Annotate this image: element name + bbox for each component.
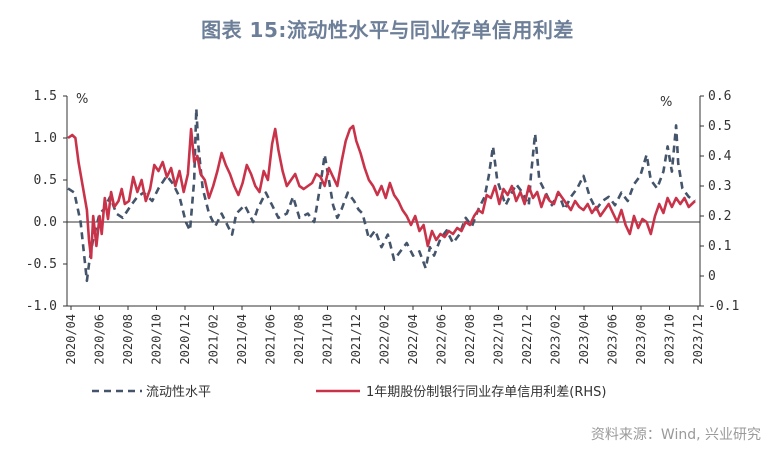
series-line-credit-spread: [67, 124, 696, 260]
x-tick-label: 2022/10: [492, 314, 506, 365]
right-tick-label: 0.3: [708, 179, 731, 194]
left-unit-label: %: [76, 92, 88, 107]
right-unit-label: %: [660, 95, 672, 110]
right-tick-label: 0.6: [708, 89, 731, 104]
axes-group: 1.5 1.0 0.5 0.0 -0.5 -1.0% 0.6 0.5 0.4 0.3 0.2 0.1 0…: [26, 89, 740, 365]
x-tick-label: 2023/12: [691, 314, 705, 365]
x-tick-label: 2023/04: [577, 314, 591, 365]
x-tick-label: 2023/10: [663, 314, 677, 365]
right-tick-label: -0.1: [708, 299, 739, 314]
x-tick-label: 2020/08: [121, 314, 135, 365]
chart-title: 图表 15:流动性水平与同业存单信用利差: [201, 18, 574, 42]
series-group: [67, 107, 696, 283]
x-tick-label: 2022/06: [435, 314, 449, 365]
right-tick-label: 0.1: [708, 239, 731, 254]
right-tick-label: 0.2: [708, 209, 731, 224]
x-tick-label: 2021/02: [207, 314, 221, 365]
left-tick-label: 1.0: [34, 131, 57, 146]
right-tick-label: 0.4: [708, 149, 732, 164]
right-tick-label: 0: [708, 269, 716, 284]
x-tick-label: 2022/02: [378, 314, 392, 365]
left-tick-label: -0.5: [26, 257, 57, 272]
x-tick-label: 2022/08: [463, 314, 477, 365]
x-tick-label: 2023/02: [549, 314, 563, 365]
x-tick-label: 2021/10: [321, 314, 335, 365]
x-tick-label: 2021/04: [235, 314, 249, 365]
left-tick-label: 0.0: [34, 215, 57, 230]
legend-label-credit-spread: 1年期股份制银行同业存单信用利差(RHS): [366, 385, 606, 400]
x-tick-label: 2022/04: [406, 314, 420, 365]
left-tick-label: 0.5: [34, 173, 57, 188]
x-tick-label: 2023/06: [606, 314, 620, 365]
legend-group: 流动性水平 1年期股份制银行同业存单信用利差(RHS): [92, 385, 606, 400]
legend-label-liquidity: 流动性水平: [146, 385, 211, 400]
source-note: 资料来源：Wind, 兴业研究: [590, 427, 761, 443]
left-tick-label: -1.0: [26, 299, 57, 314]
x-tick-label: 2020/06: [93, 314, 107, 365]
left-tick-label: 1.5: [34, 89, 57, 104]
x-tick-label: 2020/10: [150, 314, 164, 365]
x-tick-label: 2021/12: [349, 314, 363, 365]
x-tick-label: 2023/08: [634, 314, 648, 365]
x-tick-label: 2020/12: [178, 314, 192, 365]
x-tick-label: 2020/04: [64, 314, 78, 365]
right-tick-label: 0.5: [708, 119, 731, 134]
x-tick-label: 2022/12: [520, 314, 534, 365]
series-line-liquidity: [67, 107, 696, 283]
x-tick-label: 2021/06: [264, 314, 278, 365]
x-tick-label: 2021/08: [292, 314, 306, 365]
